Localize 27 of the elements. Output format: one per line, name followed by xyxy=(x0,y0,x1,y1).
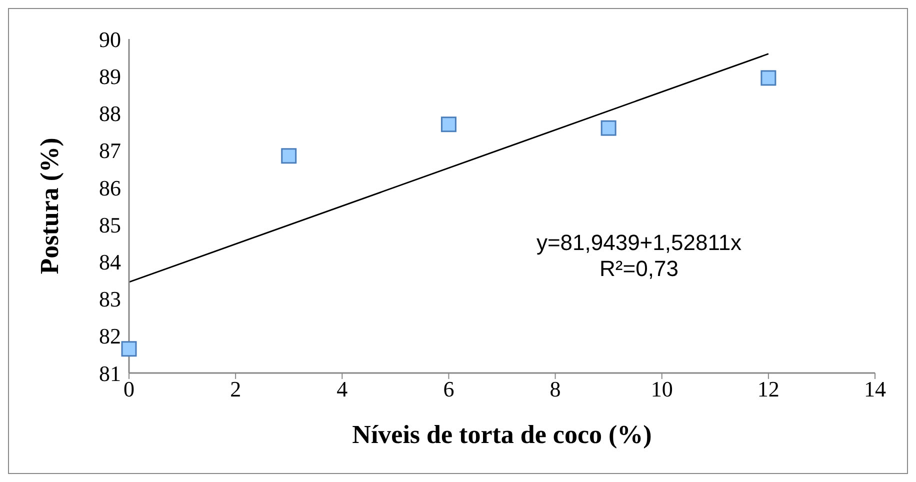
annotation: y=81,9439+1,52811x xyxy=(535,230,743,255)
y-tick-label: 88 xyxy=(99,101,121,126)
annotation: R²=0,73 xyxy=(598,256,680,281)
x-tick-label: 2 xyxy=(230,376,242,402)
y-tick-label: 86 xyxy=(99,175,121,200)
point xyxy=(440,116,456,132)
x-tick-label: 10 xyxy=(650,376,673,402)
y-tick-label: 90 xyxy=(99,26,121,52)
x-tick-label: 12 xyxy=(757,376,780,402)
point xyxy=(121,341,137,357)
y-tick-label: 83 xyxy=(99,286,121,312)
x-tick-label: 8 xyxy=(550,376,561,402)
y-tick-label: 87 xyxy=(99,138,121,164)
y-tick-label: 81 xyxy=(99,360,121,386)
y-tick-label: 85 xyxy=(99,212,121,238)
x-tick-label: 4 xyxy=(336,376,348,402)
point xyxy=(281,148,297,164)
x-axis-title: Níveis de torta de coco (%) xyxy=(352,420,652,449)
y-tick-label: 89 xyxy=(99,64,121,89)
point xyxy=(600,120,616,136)
y-tick-label: 82 xyxy=(99,324,121,349)
x-tick-label: 0 xyxy=(124,376,134,402)
point xyxy=(760,70,776,86)
y-axis-title: Postura (%) xyxy=(35,138,64,274)
x-tick-label: 14 xyxy=(864,376,886,402)
y-tick-label: 84 xyxy=(99,249,121,274)
x-tick-label: 6 xyxy=(443,376,454,402)
